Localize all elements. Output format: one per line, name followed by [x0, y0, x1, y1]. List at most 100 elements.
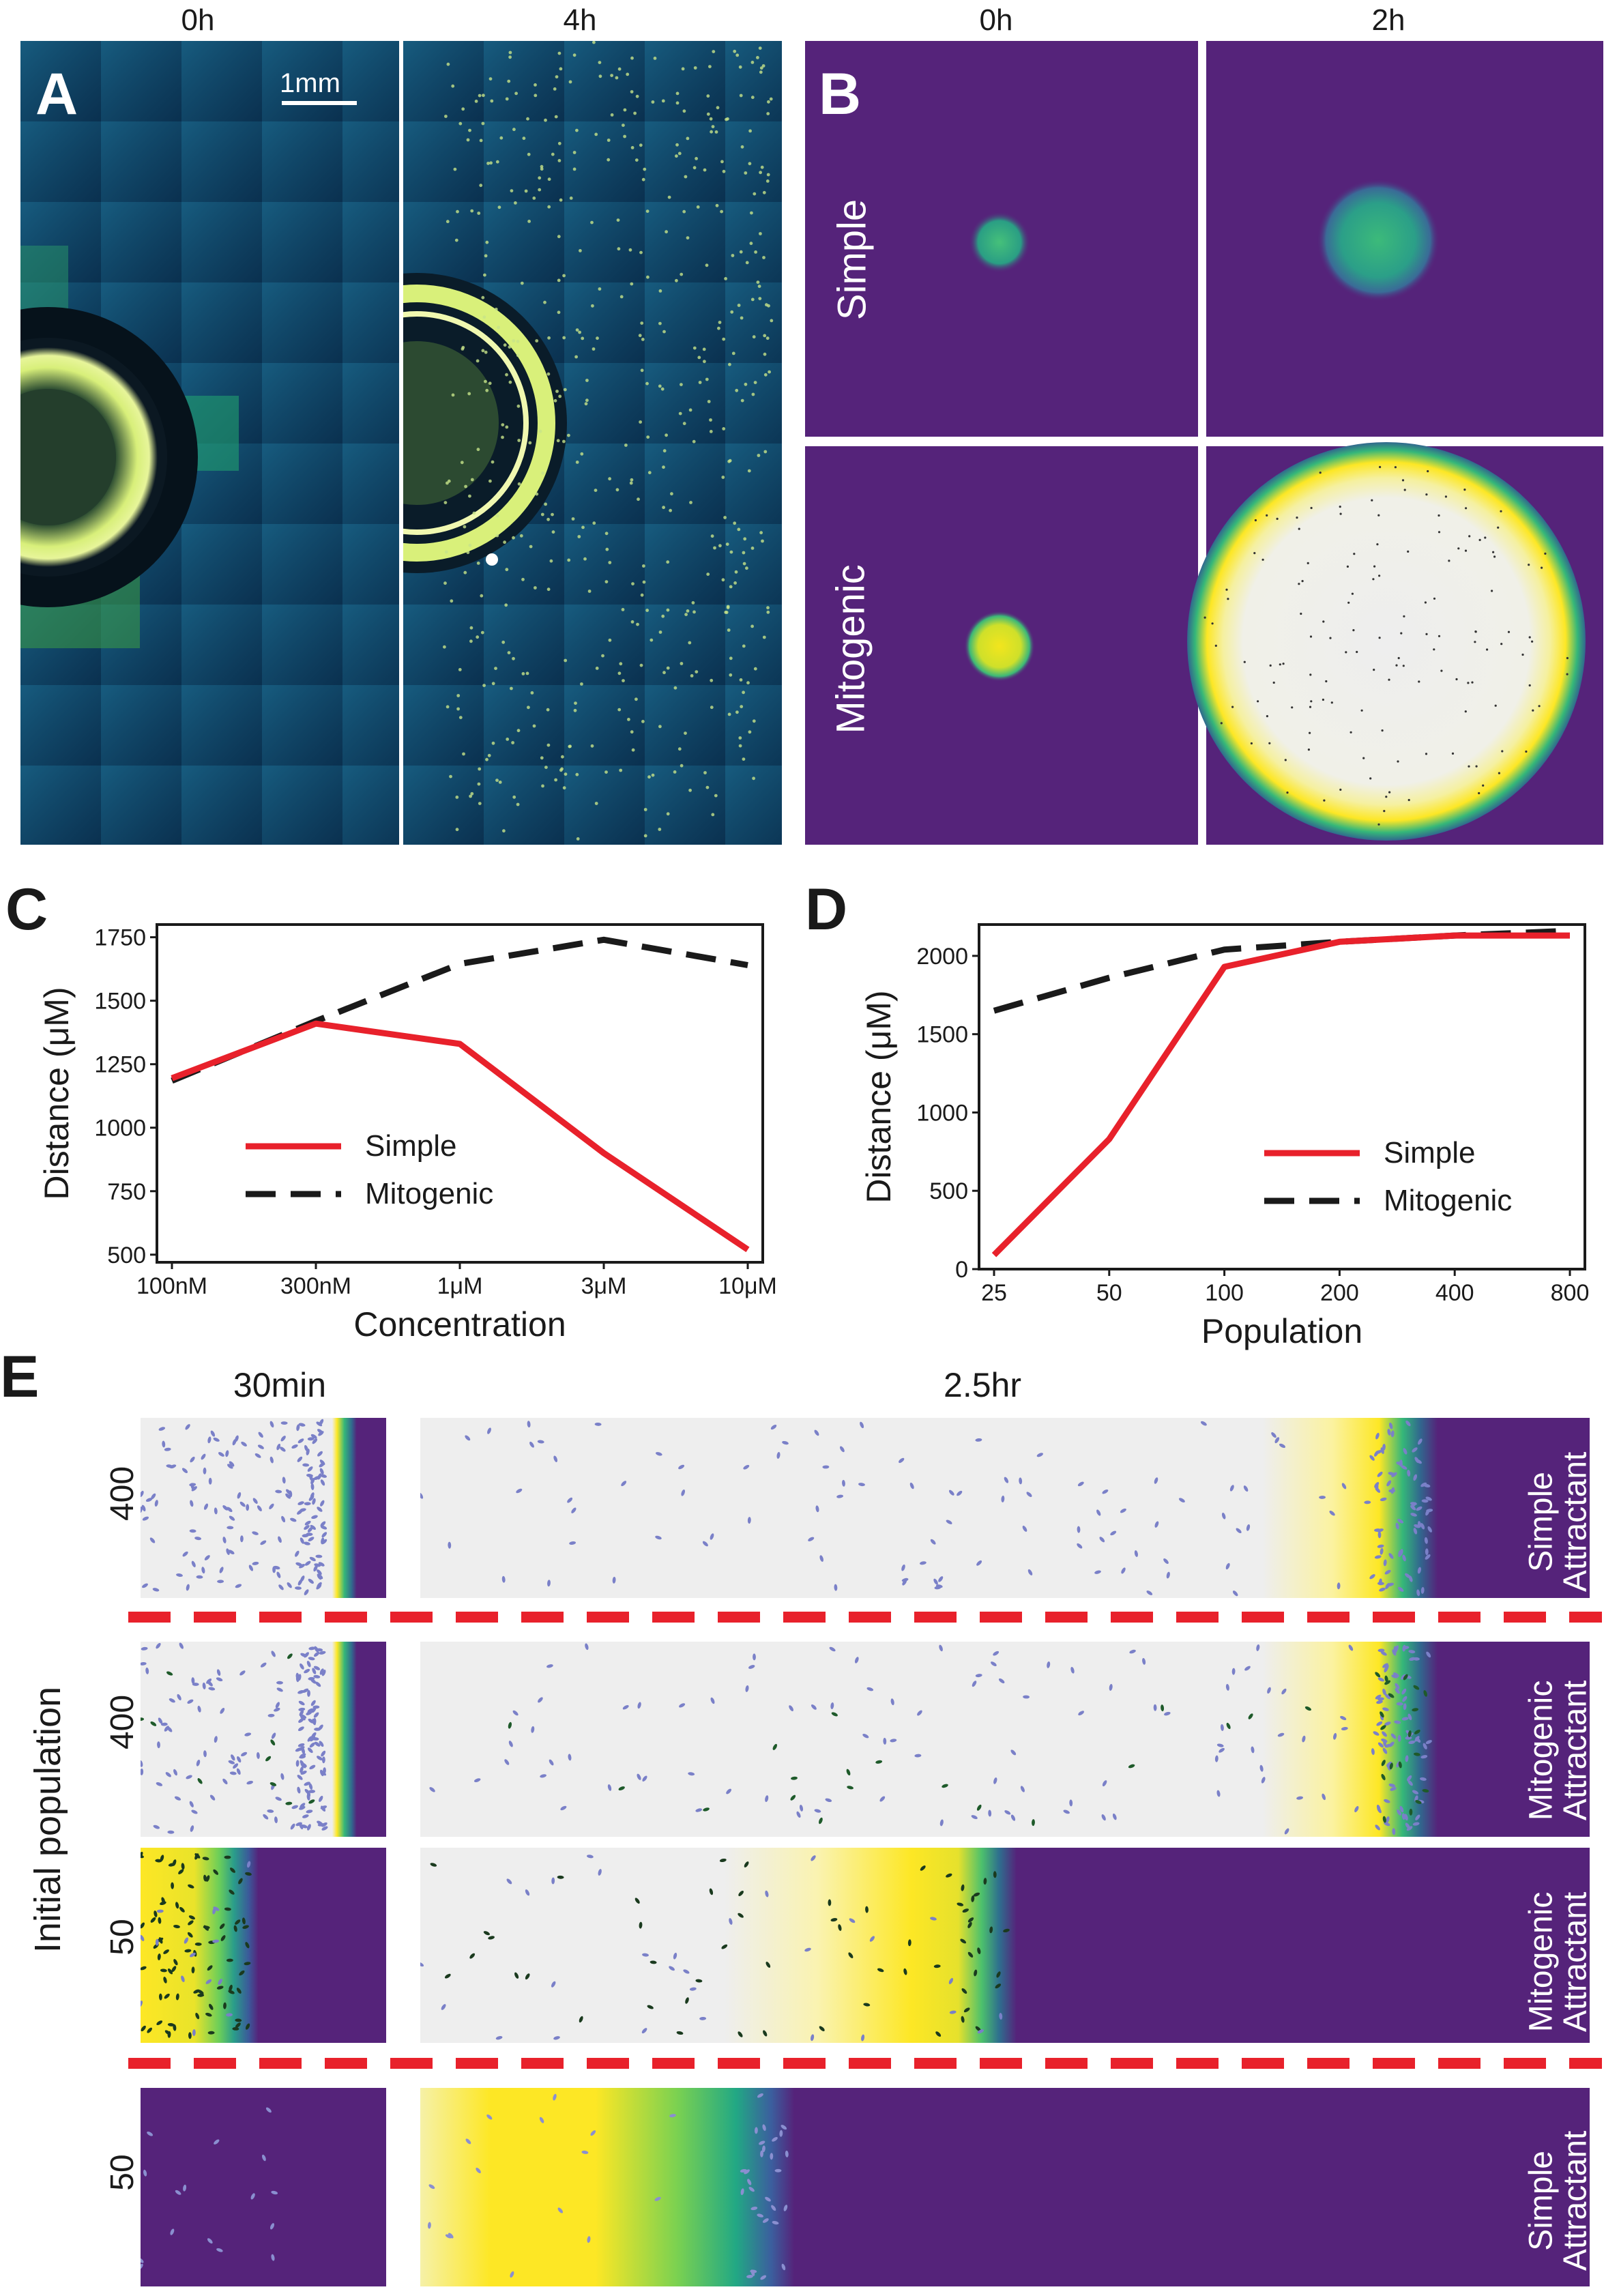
cell-marker: [585, 379, 589, 382]
cell-marker: [741, 145, 744, 149]
cell-marker: [722, 338, 725, 341]
cell-marker: [1465, 550, 1467, 552]
cell-marker: [592, 347, 596, 351]
cell-marker: [541, 471, 544, 475]
cell-marker: [447, 63, 450, 66]
cell-marker: [761, 166, 764, 169]
cell-marker: [688, 789, 692, 792]
cell-marker: [752, 393, 755, 396]
cell-marker: [1379, 637, 1381, 639]
panel-e-time-left: 30min: [205, 1368, 355, 1402]
cell-marker: [640, 664, 643, 667]
x-tick-label: 50: [1096, 1280, 1122, 1306]
cell-marker: [689, 501, 692, 504]
cell-marker: [617, 708, 621, 712]
cell-marker: [710, 117, 713, 121]
cell-marker: [470, 209, 473, 213]
cell-marker: [314, 1728, 321, 1731]
cell-marker: [665, 433, 668, 437]
cell-marker: [499, 136, 503, 140]
cell-marker: [630, 282, 633, 286]
cell-marker: [745, 566, 748, 570]
cell-marker: [712, 125, 715, 128]
cell-marker: [727, 628, 731, 632]
cell-marker: [443, 581, 447, 585]
cell-marker: [562, 336, 566, 340]
cell-marker: [475, 100, 478, 103]
cell-marker: [1291, 706, 1293, 708]
cell-marker: [659, 289, 662, 293]
cell-marker: [446, 482, 449, 485]
cell-marker: [720, 210, 723, 214]
cell-marker: [1438, 635, 1440, 637]
row-2-attractant-word: Attractant: [1558, 1681, 1594, 1820]
cell-marker: [1532, 710, 1534, 712]
cell-marker: [690, 674, 694, 678]
cell-marker: [596, 336, 599, 340]
cell-marker: [591, 744, 594, 748]
cell-marker: [516, 353, 520, 357]
cell-marker: [508, 55, 512, 59]
cell-marker: [1298, 583, 1300, 585]
cell-marker: [644, 808, 647, 811]
panel-a-time-right: 4h: [546, 5, 614, 35]
cell-marker: [508, 651, 511, 654]
cell-marker: [1486, 648, 1488, 650]
cell-marker: [539, 430, 542, 433]
cell-marker: [490, 100, 493, 103]
cell-marker: [547, 744, 551, 747]
cell-marker: [646, 435, 650, 439]
cell-marker: [706, 572, 710, 576]
cell-marker: [728, 363, 731, 366]
cell-marker: [759, 171, 762, 174]
cell-marker: [1310, 700, 1312, 702]
cell-marker: [1347, 602, 1350, 604]
cell-marker: [1544, 553, 1546, 555]
cell-marker: [732, 352, 735, 355]
cell-marker: [595, 802, 598, 805]
cell-marker: [497, 326, 500, 330]
cell-marker: [1425, 1548, 1429, 1555]
row-3-sim-30min: [141, 1848, 386, 2043]
cell-marker: [729, 585, 733, 589]
cell-marker: [577, 837, 580, 841]
row-3-attractant: Mitogenic Attractant: [1525, 1849, 1594, 2074]
cell-marker: [756, 56, 759, 59]
cell-marker: [572, 517, 575, 521]
cell-marker: [1215, 645, 1217, 647]
cell-marker: [1445, 495, 1447, 497]
cell-marker: [644, 834, 647, 838]
cell-marker: [443, 645, 446, 649]
cell-marker: [609, 639, 612, 642]
cell-marker: [501, 641, 505, 644]
cell-marker: [652, 774, 655, 777]
row-3-sim-2_5hr: [420, 1848, 1590, 2043]
cell-marker: [1339, 506, 1341, 508]
panel-e-label: E: [0, 1348, 39, 1406]
cell-marker: [658, 828, 661, 831]
cell-marker: [482, 93, 485, 97]
cell-marker: [491, 461, 495, 464]
initial-population-label: Initial population: [29, 1670, 66, 1970]
cell-marker: [759, 531, 763, 534]
cell-marker: [705, 263, 709, 267]
cell-marker: [590, 221, 594, 224]
cell-marker: [563, 786, 566, 789]
y-tick-label: 1000: [94, 1116, 146, 1142]
cell-marker: [473, 512, 476, 515]
cell-marker: [1345, 651, 1347, 653]
cell-marker: [729, 459, 732, 463]
cell-marker: [456, 828, 459, 831]
cell-marker: [665, 230, 668, 233]
cell-marker: [631, 620, 635, 624]
cell-marker: [573, 168, 577, 171]
legend-label-simple: Simple: [365, 1129, 457, 1163]
cell-marker: [557, 439, 560, 442]
cell-marker: [558, 395, 561, 398]
cell-marker: [562, 440, 566, 444]
cell-marker: [1501, 750, 1503, 752]
cell-marker: [652, 100, 655, 104]
cell-marker: [605, 532, 609, 535]
cell-marker: [703, 348, 706, 351]
cell-marker: [639, 143, 643, 147]
